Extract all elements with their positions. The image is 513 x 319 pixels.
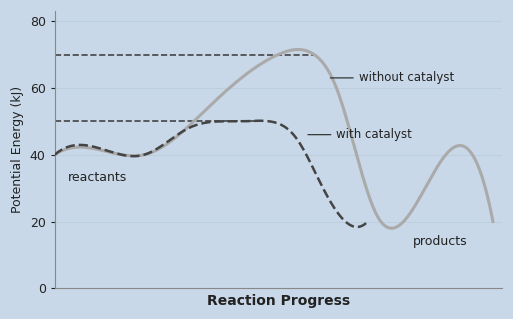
Text: reactants: reactants: [68, 171, 127, 184]
Text: products: products: [412, 235, 467, 248]
Y-axis label: Potential Energy (kJ): Potential Energy (kJ): [11, 86, 24, 213]
Text: without catalyst: without catalyst: [330, 71, 454, 85]
Text: with catalyst: with catalyst: [308, 128, 412, 141]
X-axis label: Reaction Progress: Reaction Progress: [207, 294, 350, 308]
